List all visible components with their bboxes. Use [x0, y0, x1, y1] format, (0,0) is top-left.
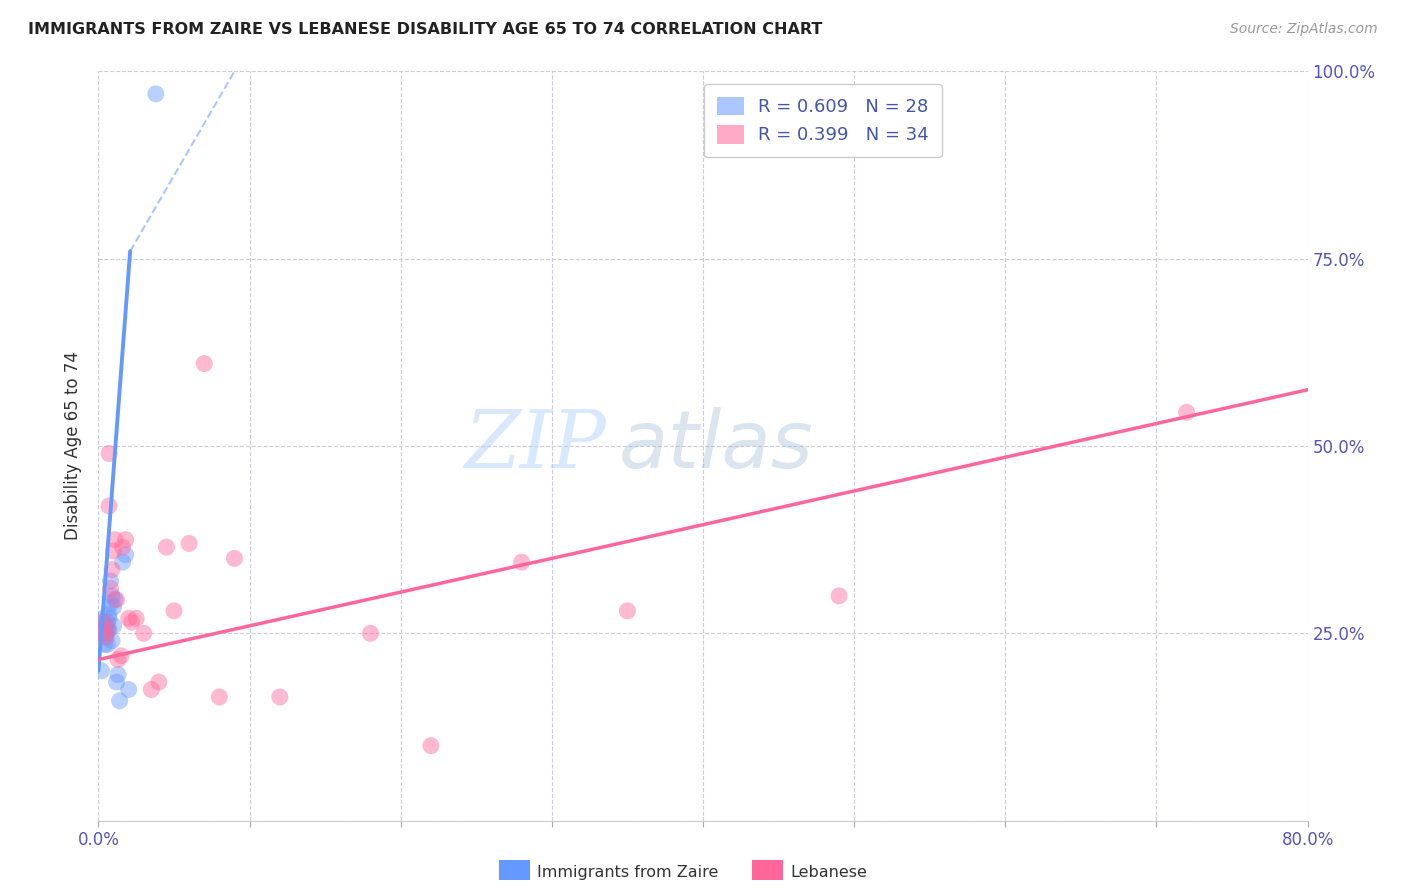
Point [208, 690, 231, 704]
Point [114, 533, 136, 547]
Point [94, 630, 117, 644]
Point [103, 619, 125, 633]
Point [103, 544, 125, 558]
Point [105, 592, 128, 607]
Point [103, 600, 125, 615]
Point [90, 664, 112, 678]
Point [100, 596, 122, 610]
Text: Lebanese: Lebanese [790, 865, 868, 880]
Point [111, 540, 134, 554]
Point [107, 652, 129, 666]
Point [269, 690, 291, 704]
Point [100, 582, 122, 596]
Point [94, 619, 117, 633]
Text: IMMIGRANTS FROM ZAIRE VS LEBANESE DISABILITY AGE 65 TO 74 CORRELATION CHART: IMMIGRANTS FROM ZAIRE VS LEBANESE DISABI… [28, 22, 823, 37]
Point [108, 694, 131, 708]
Point [107, 667, 129, 681]
Text: atlas: atlas [619, 407, 813, 485]
Point [148, 675, 170, 690]
Point [121, 615, 143, 629]
Point [94, 630, 117, 644]
Point [98, 611, 121, 625]
Point [93, 623, 115, 637]
Point [105, 675, 128, 690]
Point [100, 574, 122, 588]
Point [93, 615, 115, 629]
Point [510, 555, 533, 569]
Point [101, 563, 124, 577]
Point [104, 533, 127, 547]
Point [91, 626, 114, 640]
Point [193, 357, 215, 371]
Text: Immigrants from Zaire: Immigrants from Zaire [537, 865, 718, 880]
Point [114, 548, 136, 562]
Point [155, 540, 177, 554]
Text: Source: ZipAtlas.com: Source: ZipAtlas.com [1230, 22, 1378, 37]
Y-axis label: Disability Age 65 to 74: Disability Age 65 to 74 [65, 351, 83, 541]
Point [420, 739, 443, 753]
Point [104, 592, 127, 607]
Point [96, 623, 118, 637]
Point [91, 611, 114, 625]
Point [91, 615, 114, 629]
Text: ZIP: ZIP [464, 408, 606, 484]
Point [101, 589, 124, 603]
Point [94, 626, 117, 640]
Legend: R = 0.609   N = 28, R = 0.399   N = 34: R = 0.609 N = 28, R = 0.399 N = 34 [704, 84, 942, 157]
Point [132, 626, 155, 640]
Point [96, 615, 118, 629]
Point [98, 446, 121, 460]
Point [179, 536, 201, 550]
Point [163, 604, 186, 618]
Point [98, 607, 121, 622]
Point [111, 555, 134, 569]
Point [110, 648, 132, 663]
Point [118, 611, 141, 625]
Point [93, 638, 115, 652]
Point [125, 611, 148, 625]
Point [96, 623, 118, 637]
Point [118, 682, 141, 697]
Point [828, 589, 851, 603]
Point [101, 633, 124, 648]
Point [145, 87, 167, 101]
Point [224, 551, 246, 566]
Point [1175, 405, 1198, 419]
Point [96, 638, 118, 652]
Point [141, 682, 163, 697]
Point [98, 623, 121, 637]
Point [98, 499, 121, 513]
Point [616, 604, 638, 618]
Point [360, 626, 382, 640]
